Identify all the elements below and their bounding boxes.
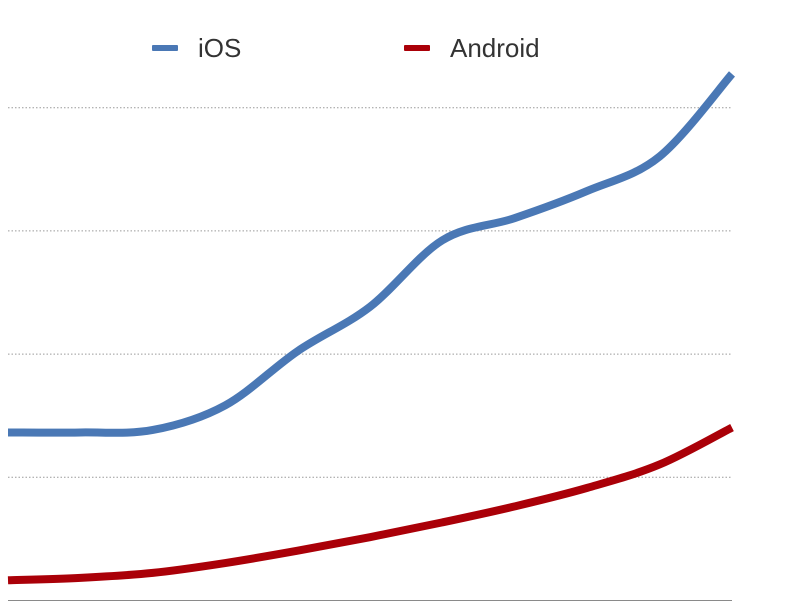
series-line-ios: [7, 71, 736, 437]
legend-swatch-android: [404, 45, 430, 51]
legend-item-ios: iOS: [152, 28, 241, 68]
legend-swatch-ios: [152, 45, 178, 51]
legend-label-android: Android: [450, 32, 540, 63]
legend-item-android: Android: [404, 28, 540, 68]
series-line-android: [7, 423, 734, 585]
legend: iOS Android: [0, 28, 792, 68]
legend-label-ios: iOS: [198, 32, 242, 63]
